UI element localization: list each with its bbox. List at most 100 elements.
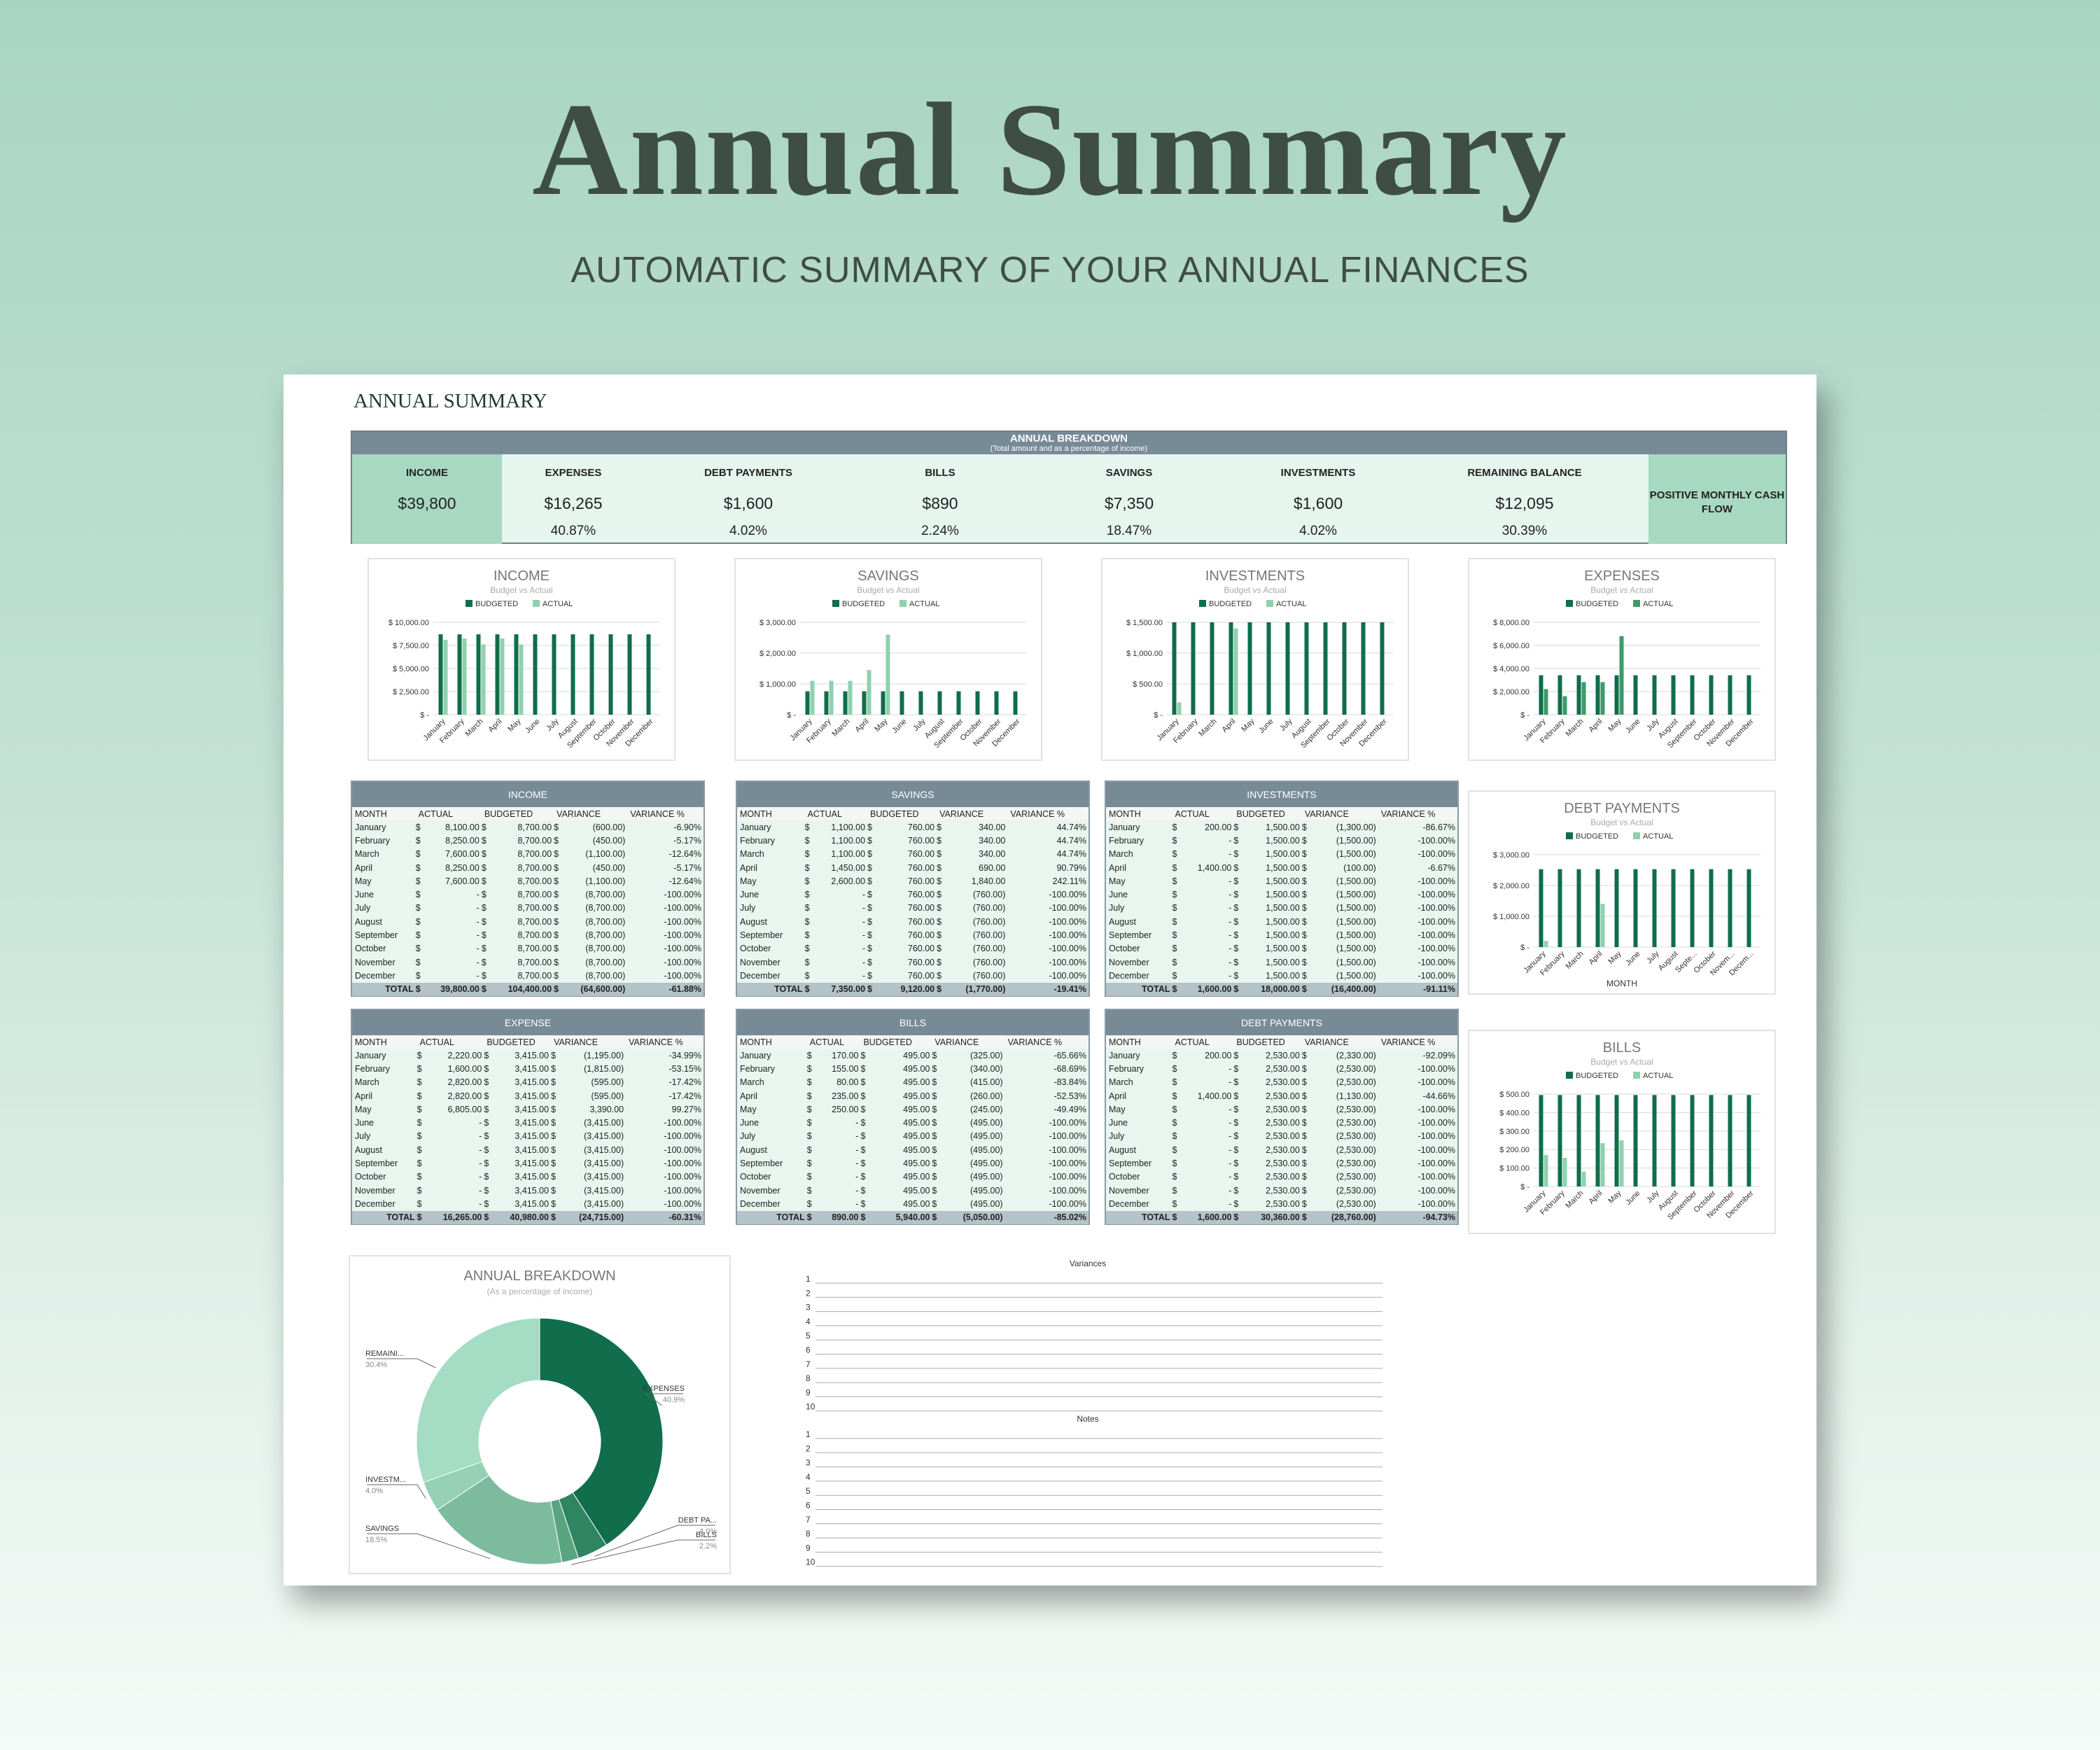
table-row[interactable]: August $ - $495.00 $ (495.00) -100.00% xyxy=(737,1143,1088,1156)
table-row[interactable]: November $ - $1,500.00 $ (1,500.00) -100.00% xyxy=(1106,955,1457,969)
table-row[interactable]: January $2,220.00 $3,415.00 $ (1,195.00) -34.… xyxy=(352,1049,704,1062)
table-row[interactable]: January $1,100.00 $760.00 $340.00 44.74% xyxy=(737,820,1088,834)
table-row[interactable]: May $ - $1,500.00 $ (1,500.00) -100.00% xyxy=(1106,874,1457,888)
table-row[interactable]: October $ - $1,500.00 $ (1,500.00) -100.00% xyxy=(1106,942,1457,955)
breakdown-debt-cell[interactable]: DEBT PAYMENTS $1,600 4.02% xyxy=(678,454,818,544)
table-total-row[interactable]: TOTAL $1,600.00 $30,360.00 $ (28,760.00) -94.… xyxy=(1106,1210,1457,1224)
table-row[interactable]: July $ - $760.00 $ (760.00) -100.00% xyxy=(737,902,1088,915)
table-row[interactable]: September $ - $8,700.00 $ (8,700.00) -100.00% xyxy=(352,928,704,941)
table-row[interactable]: December $ - $760.00 $ (760.00) -100.00% xyxy=(737,969,1088,982)
bills-chart[interactable]: BILLS Budget vs Actual BUDGETED ACTUAL $ 500… xyxy=(1468,1030,1776,1234)
table-row[interactable]: July $ - $3,415.00 $ (3,415.00) -100.00% xyxy=(352,1130,704,1143)
table-row[interactable]: March $80.00 $495.00 $ (415.00) -83.84% xyxy=(737,1076,1088,1089)
table-row[interactable]: November $ - $495.00 $ (495.00) -100.00% xyxy=(737,1184,1088,1197)
table-row[interactable]: February $ - $1,500.00 $ (1,500.00) -100.00% xyxy=(1106,834,1457,847)
table-row[interactable]: September $ - $495.00 $ (495.00) -100.00% xyxy=(737,1156,1088,1170)
table-row[interactable]: June $ - $2,530.00 $ (2,530.00) -100.00% xyxy=(1106,1116,1457,1129)
annual-breakdown-chart[interactable]: ANNUAL BREAKDOWN (As a percentage of inco… xyxy=(349,1255,731,1574)
savings-chart[interactable]: SAVINGS Budget vs Actual BUDGETED ACTUAL $ 3… xyxy=(734,558,1042,761)
budgeted-cell: 495.00 xyxy=(903,1185,930,1196)
expenses-chart[interactable]: EXPENSES Budget vs Actual BUDGETED ACTUAL $ … xyxy=(1468,558,1776,761)
investments-chart[interactable]: INVESTMENTS Budget vs Actual BUDGETED ACTUA… xyxy=(1101,558,1409,761)
table-total-row[interactable]: TOTAL $7,350.00 $9,120.00 $ (1,770.00) -19.41… xyxy=(737,982,1088,996)
table-row[interactable]: July $ - $8,700.00 $ (8,700.00) -100.00% xyxy=(352,902,704,915)
table-row[interactable]: October $ - $760.00 $ (760.00) -100.00% xyxy=(737,942,1088,955)
chart-subtitle: Budget vs Actual xyxy=(1590,818,1653,827)
table-row[interactable]: October $ - $3,415.00 $ (3,415.00) -100.00% xyxy=(352,1170,704,1184)
table-row[interactable]: July $ - $495.00 $ (495.00) -100.00% xyxy=(737,1130,1088,1143)
breakdown-investments-cell[interactable]: INVESTMENTS $1,600 4.02% xyxy=(1248,454,1388,544)
currency-symbol: $ xyxy=(1233,1104,1239,1114)
table-row[interactable]: February $ - $2,530.00 $ (2,530.00) -100.00% xyxy=(1106,1062,1457,1075)
table-row[interactable]: October $ - $495.00 $ (495.00) -100.00% xyxy=(737,1170,1088,1184)
table-row[interactable]: November $ - $760.00 $ (760.00) -100.00% xyxy=(737,955,1088,969)
cash-flow-status[interactable]: POSITIVE MONTHLY CASH FLOW xyxy=(1648,454,1786,544)
table-total-row[interactable]: TOTAL $39,800.00 $104,400.00 $ (64,600.00) -6… xyxy=(352,982,704,996)
column-header: ACTUAL xyxy=(416,1035,484,1049)
table-row[interactable]: August $ - $1,500.00 $ (1,500.00) -100.00% xyxy=(1106,915,1457,928)
table-row[interactable]: August $ - $2,530.00 $ (2,530.00) -100.00% xyxy=(1106,1143,1457,1156)
table-row[interactable]: April $235.00 $495.00 $ (260.00) -52.53% xyxy=(737,1089,1088,1102)
y-tick-label: $ 4,000.00 xyxy=(1493,665,1530,673)
table-row[interactable]: March $2,820.00 $3,415.00 $ (595.00) -17.42% xyxy=(352,1076,704,1089)
table-row[interactable]: September $ - $3,415.00 $ (3,415.00) -100.00% xyxy=(352,1156,704,1170)
table-row[interactable]: March $ - $2,530.00 $ (2,530.00) -100.00% xyxy=(1106,1076,1457,1089)
table-row[interactable]: March $1,100.00 $760.00 $340.00 44.74% xyxy=(737,848,1088,861)
table-row[interactable]: January $8,100.00 $8,700.00 $ (600.00) -6.90% xyxy=(352,820,704,834)
table-row[interactable]: April $2,820.00 $3,415.00 $ (595.00) -17.42% xyxy=(352,1089,704,1102)
table-total-row[interactable]: TOTAL $16,265.00 $40,980.00 $ (24,715.00) -60… xyxy=(352,1210,704,1224)
currency-symbol: $ xyxy=(860,1198,866,1209)
table-row[interactable]: April $1,400.00 $2,530.00 $ (1,130.00) -44.66… xyxy=(1106,1089,1457,1102)
table-row[interactable]: July $ - $1,500.00 $ (1,500.00) -100.00% xyxy=(1106,902,1457,915)
table-row[interactable]: February $1,600.00 $3,415.00 $ (1,815.00) -53… xyxy=(352,1062,704,1075)
table-row[interactable]: May $6,805.00 $3,415.00 $3,390.00 99.27% xyxy=(352,1102,704,1116)
table-row[interactable]: October $ - $8,700.00 $ (8,700.00) -100.00% xyxy=(352,942,704,955)
income-chart[interactable]: INCOME Budget vs Actual BUDGETED ACTUAL $ 10… xyxy=(368,558,676,761)
table-row[interactable]: May $7,600.00 $8,700.00 $ (1,100.00) -12.64% xyxy=(352,874,704,888)
breakdown-income-cell[interactable]: INCOME $39,800 xyxy=(352,454,502,544)
table-row[interactable]: August $ - $3,415.00 $ (3,415.00) -100.00% xyxy=(352,1143,704,1156)
table-row[interactable]: December $ - $3,415.00 $ (3,415.00) -100.00% xyxy=(352,1197,704,1210)
table-row[interactable]: October $ - $2,530.00 $ (2,530.00) -100.00% xyxy=(1106,1170,1457,1184)
table-row[interactable]: July $ - $2,530.00 $ (2,530.00) -100.00% xyxy=(1106,1130,1457,1143)
table-row[interactable]: August $ - $8,700.00 $ (8,700.00) -100.00% xyxy=(352,915,704,928)
table-row[interactable]: June $ - $760.00 $ (760.00) -100.00% xyxy=(737,888,1088,901)
table-row[interactable]: September $ - $1,500.00 $ (1,500.00) -100.00% xyxy=(1106,928,1457,941)
table-row[interactable]: January $170.00 $495.00 $ (325.00) -65.66% xyxy=(737,1049,1088,1062)
table-row[interactable]: March $ - $1,500.00 $ (1,500.00) -100.00% xyxy=(1106,848,1457,861)
table-row[interactable]: February $8,250.00 $8,700.00 $ (450.00) -5.17… xyxy=(352,834,704,847)
table-row[interactable]: November $ - $3,415.00 $ (3,415.00) -100.00% xyxy=(352,1184,704,1197)
table-row[interactable]: June $ - $8,700.00 $ (8,700.00) -100.00% xyxy=(352,888,704,901)
table-total-row[interactable]: TOTAL $890.00 $5,940.00 $ (5,050.00) -85.02% xyxy=(737,1210,1088,1224)
currency-symbol: $ xyxy=(867,903,872,913)
breakdown-expenses-cell[interactable]: EXPENSES $16,265 40.87% xyxy=(503,454,643,544)
table-row[interactable]: August $ - $760.00 $ (760.00) -100.00% xyxy=(737,915,1088,928)
table-row[interactable]: December $ - $495.00 $ (495.00) -100.00% xyxy=(737,1197,1088,1210)
table-row[interactable]: April $8,250.00 $8,700.00 $ (450.00) -5.17% xyxy=(352,861,704,874)
table-row[interactable]: June $ - $3,415.00 $ (3,415.00) -100.00% xyxy=(352,1116,704,1129)
table-row[interactable]: June $ - $1,500.00 $ (1,500.00) -100.00% xyxy=(1106,888,1457,901)
table-row[interactable]: May $2,600.00 $760.00 $1,840.00 242.11% xyxy=(737,874,1088,888)
table-row[interactable]: March $7,600.00 $8,700.00 $ (1,100.00) -12.64… xyxy=(352,848,704,861)
table-row[interactable]: April $1,450.00 $760.00 $690.00 90.79% xyxy=(737,861,1088,874)
table-row[interactable]: December $ - $8,700.00 $ (8,700.00) -100.00% xyxy=(352,969,704,982)
table-row[interactable]: February $1,100.00 $760.00 $340.00 44.74% xyxy=(737,834,1088,847)
table-row[interactable]: December $ - $2,530.00 $ (2,530.00) -100.00% xyxy=(1106,1197,1457,1210)
table-row[interactable]: June $ - $495.00 $ (495.00) -100.00% xyxy=(737,1116,1088,1129)
breakdown-bills-cell[interactable]: BILLS $890 2.24% xyxy=(870,454,1010,544)
table-row[interactable]: November $ - $8,700.00 $ (8,700.00) -100.00% xyxy=(352,955,704,969)
table-row[interactable]: November $ - $2,530.00 $ (2,530.00) -100.00% xyxy=(1106,1184,1457,1197)
breakdown-savings-cell[interactable]: SAVINGS $7,350 18.47% xyxy=(1059,454,1199,544)
table-row[interactable]: September $ - $2,530.00 $ (2,530.00) -100.00% xyxy=(1106,1156,1457,1170)
breakdown-remaining-cell[interactable]: REMAINING BALANCE $12,095 30.39% xyxy=(1441,454,1609,544)
table-row[interactable]: January $200.00 $2,530.00 $ (2,330.00) -92.09… xyxy=(1106,1049,1457,1062)
table-total-row[interactable]: TOTAL $1,600.00 $18,000.00 $ (16,400.00) -91.… xyxy=(1106,982,1457,996)
table-row[interactable]: December $ - $1,500.00 $ (1,500.00) -100.00% xyxy=(1106,969,1457,982)
table-row[interactable]: January $200.00 $1,500.00 $ (1,300.00) -86.67… xyxy=(1106,820,1457,834)
table-row[interactable]: February $155.00 $495.00 $ (340.00) -68.69% xyxy=(737,1062,1088,1075)
table-row[interactable]: May $250.00 $495.00 $ (245.00) -49.49% xyxy=(737,1102,1088,1116)
table-row[interactable]: April $1,400.00 $1,500.00 $ (100.00) -6.67% xyxy=(1106,861,1457,874)
table-row[interactable]: September $ - $760.00 $ (760.00) -100.00% xyxy=(737,928,1088,941)
table-row[interactable]: May $ - $2,530.00 $ (2,530.00) -100.00% xyxy=(1106,1102,1457,1116)
debt-payments-chart[interactable]: DEBT PAYMENTS Budget vs Actual BUDGETED ACT… xyxy=(1468,790,1776,995)
